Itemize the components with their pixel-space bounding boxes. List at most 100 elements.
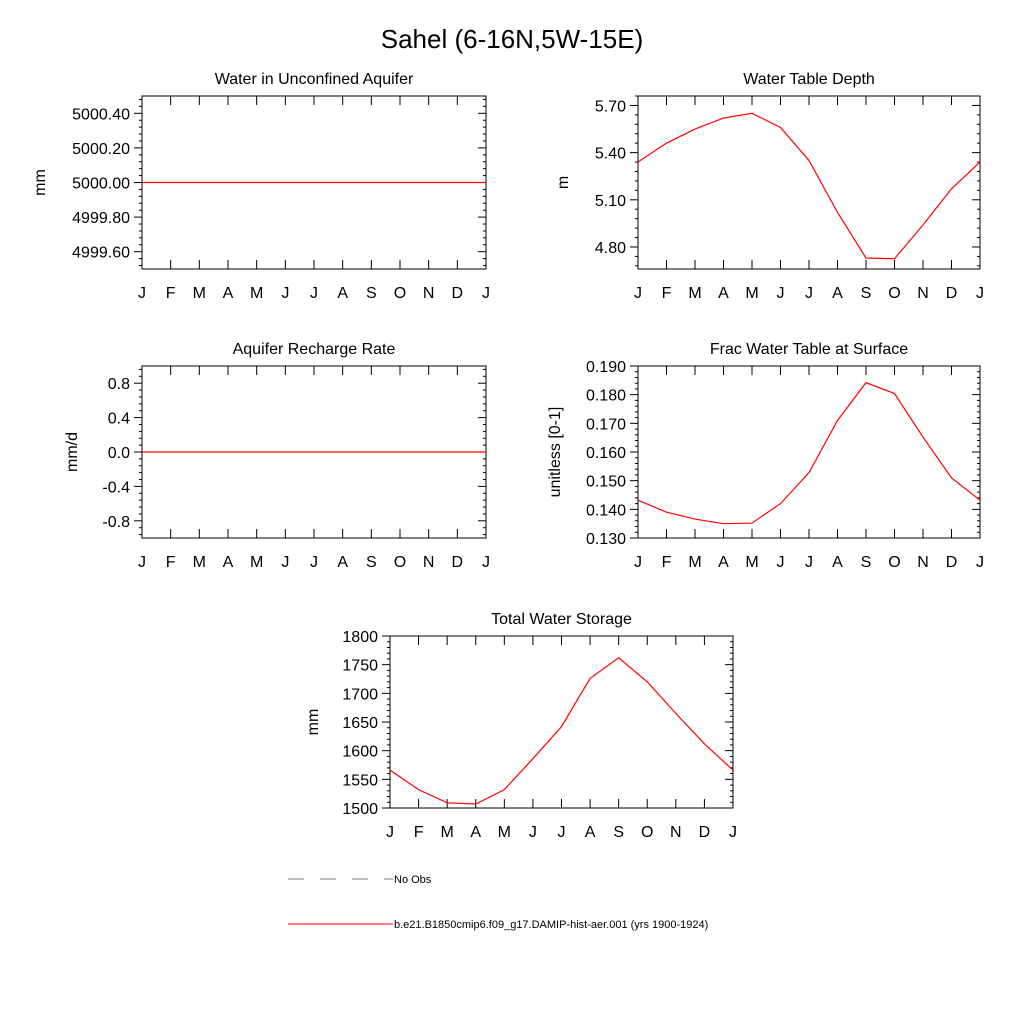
x-tick-label: J	[386, 824, 394, 841]
panel-title: Aquifer Recharge Rate	[233, 341, 396, 358]
y-tick-label: 5.40	[595, 146, 626, 163]
x-tick-label: O	[888, 285, 900, 302]
x-tick-label: F	[662, 554, 672, 571]
x-tick-label: J	[482, 285, 490, 302]
x-tick-label: M	[250, 285, 263, 302]
panel-title: Total Water Storage	[491, 611, 632, 628]
y-tick-label: 0.140	[586, 502, 626, 519]
y-tick-label: -0.4	[102, 479, 130, 496]
x-tick-label: F	[662, 285, 672, 302]
x-tick-label: M	[193, 554, 206, 571]
x-tick-label: J	[138, 554, 146, 571]
y-tick-label: 5000.00	[72, 176, 130, 193]
y-tick-label: 4999.60	[72, 245, 130, 262]
y-tick-label: 4999.80	[72, 210, 130, 227]
x-tick-label: F	[414, 824, 424, 841]
x-tick-label: O	[888, 554, 900, 571]
x-tick-label: J	[777, 285, 785, 302]
x-tick-label: M	[193, 285, 206, 302]
x-tick-label: O	[394, 285, 406, 302]
x-tick-label: M	[250, 554, 263, 571]
figure-title: Sahel (6-16N,5W-15E)	[381, 24, 644, 54]
y-tick-label: 5.10	[595, 193, 626, 210]
x-tick-label: S	[366, 554, 377, 571]
x-tick-label: M	[688, 285, 701, 302]
panel-title: Water in Unconfined Aquifer	[215, 71, 414, 88]
y-tick-label: 0.8	[108, 376, 130, 393]
x-tick-label: A	[470, 824, 481, 841]
y-axis-label: mm/d	[64, 432, 81, 472]
x-tick-label: A	[223, 285, 234, 302]
x-tick-label: A	[832, 554, 843, 571]
y-axis-label: mm	[305, 709, 322, 736]
x-tick-label: J	[281, 554, 289, 571]
y-tick-label: 5000.20	[72, 141, 130, 158]
x-tick-label: J	[634, 554, 642, 571]
panel-title: Frac Water Table at Surface	[710, 341, 908, 358]
y-tick-label: 0.0	[108, 445, 130, 462]
y-tick-label: 0.170	[586, 416, 626, 433]
y-tick-label: 0.4	[108, 411, 130, 428]
x-tick-label: J	[805, 285, 813, 302]
y-tick-label: 0.180	[586, 388, 626, 405]
y-axis-label: m	[555, 176, 572, 189]
x-tick-label: N	[917, 554, 929, 571]
y-tick-label: -0.8	[102, 514, 130, 531]
x-tick-label: S	[861, 554, 872, 571]
x-tick-label: A	[832, 285, 843, 302]
y-tick-label: 1550	[342, 772, 378, 789]
x-tick-label: F	[166, 285, 176, 302]
x-tick-label: O	[394, 554, 406, 571]
y-axis-label: mm	[32, 169, 49, 196]
x-tick-label: S	[861, 285, 872, 302]
y-tick-label: 5000.40	[72, 106, 130, 123]
x-tick-label: S	[366, 285, 377, 302]
y-tick-label: 0.130	[586, 531, 626, 548]
y-axis-label: unitless [0-1]	[547, 407, 564, 498]
y-tick-label: 5.70	[595, 98, 626, 115]
x-tick-label: J	[976, 285, 984, 302]
x-tick-label: N	[670, 824, 682, 841]
x-tick-label: A	[718, 554, 729, 571]
x-tick-label: J	[138, 285, 146, 302]
y-tick-label: 1700	[342, 686, 378, 703]
y-tick-label: 0.150	[586, 474, 626, 491]
x-tick-label: O	[641, 824, 653, 841]
series-line	[389, 657, 734, 805]
x-tick-label: J	[482, 554, 490, 571]
y-tick-label: 1750	[342, 658, 378, 675]
x-tick-label: J	[805, 554, 813, 571]
plot-frame	[389, 635, 734, 809]
plot-frame	[637, 95, 981, 270]
y-tick-label: 1800	[342, 629, 378, 646]
x-tick-label: D	[452, 285, 464, 302]
y-tick-label: 1500	[342, 801, 378, 818]
x-tick-label: N	[423, 554, 435, 571]
x-tick-label: M	[498, 824, 511, 841]
x-tick-label: M	[745, 285, 758, 302]
x-tick-label: J	[529, 824, 537, 841]
x-tick-label: A	[337, 285, 348, 302]
x-tick-label: J	[558, 824, 566, 841]
x-tick-label: A	[585, 824, 596, 841]
y-tick-label: 0.160	[586, 445, 626, 462]
plot-frame	[637, 365, 981, 539]
x-tick-label: J	[729, 824, 737, 841]
x-tick-label: D	[946, 285, 958, 302]
x-tick-label: N	[423, 285, 435, 302]
x-tick-label: F	[166, 554, 176, 571]
y-tick-label: 4.80	[595, 240, 626, 257]
legend: No Obs b.e21.B1850cmip6.f09_g17.DAMIP-hi…	[288, 874, 708, 931]
x-tick-label: M	[745, 554, 758, 571]
legend-label-no-obs: No Obs	[394, 874, 432, 886]
x-tick-label: S	[613, 824, 624, 841]
x-tick-label: A	[718, 285, 729, 302]
x-tick-label: J	[976, 554, 984, 571]
series-line	[637, 112, 981, 260]
